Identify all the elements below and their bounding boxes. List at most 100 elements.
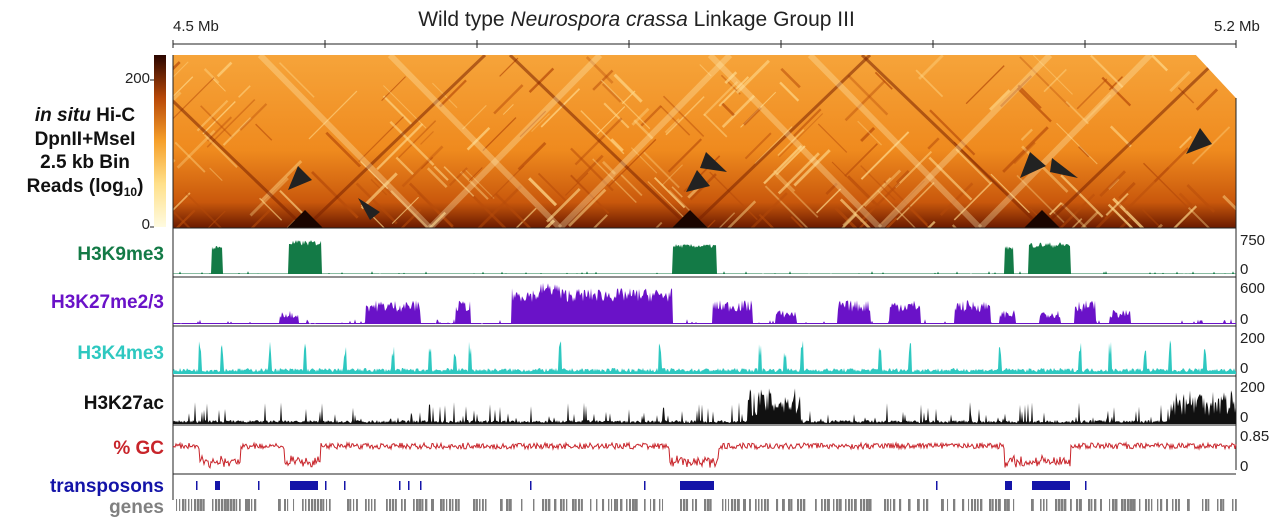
gene-mark xyxy=(554,499,556,511)
transposon-block xyxy=(290,481,318,490)
gene-mark xyxy=(197,499,200,511)
gene-mark xyxy=(347,499,350,511)
gene-mark xyxy=(308,499,310,511)
gene-mark xyxy=(1166,499,1168,511)
gene-mark xyxy=(1151,499,1152,511)
gene-mark xyxy=(419,499,422,511)
gene-mark xyxy=(1094,499,1096,511)
gene-mark xyxy=(224,499,227,511)
gene-mark xyxy=(1100,499,1102,511)
transposon-mark xyxy=(644,481,646,490)
gene-mark xyxy=(230,499,233,511)
gene-mark xyxy=(479,499,480,511)
gene-mark xyxy=(749,499,751,511)
gene-mark xyxy=(485,499,487,511)
gene-mark xyxy=(695,499,697,511)
gene-mark xyxy=(425,499,427,511)
gene-mark xyxy=(455,499,458,511)
gene-mark xyxy=(575,499,577,511)
gene-mark xyxy=(1040,499,1042,511)
gene-mark xyxy=(314,499,316,511)
gene-mark xyxy=(602,499,604,511)
gene-mark xyxy=(221,499,223,511)
gene-mark xyxy=(644,499,646,511)
gene-mark xyxy=(887,499,889,511)
gene-mark xyxy=(452,499,453,511)
gene-mark xyxy=(395,499,397,511)
gene-mark xyxy=(743,499,746,511)
gene-mark xyxy=(980,499,982,511)
gene-mark xyxy=(1202,499,1203,511)
gene-mark xyxy=(728,499,729,511)
gene-mark xyxy=(572,499,575,511)
gene-mark xyxy=(704,499,706,511)
gene-mark xyxy=(869,499,872,511)
gene-mark xyxy=(1175,499,1177,511)
gene-mark xyxy=(803,499,805,511)
gene-mark xyxy=(953,499,955,511)
gene-mark xyxy=(1061,499,1064,511)
gene-mark xyxy=(926,499,928,511)
gene-mark xyxy=(1208,499,1209,511)
gene-mark xyxy=(800,499,802,511)
gene-mark xyxy=(659,499,660,511)
gene-mark xyxy=(386,499,388,511)
gene-mark xyxy=(998,499,1001,511)
gene-mark xyxy=(227,499,229,511)
gene-mark xyxy=(1223,499,1224,511)
gene-mark xyxy=(755,499,757,511)
track-h3k9me3-signal xyxy=(173,240,1236,274)
gene-mark xyxy=(941,499,944,511)
gene-mark xyxy=(509,499,512,511)
track-h3k27ac-signal xyxy=(173,388,1236,424)
gene-mark xyxy=(908,499,911,511)
gene-mark xyxy=(389,499,391,511)
gene-mark xyxy=(590,499,591,511)
gene-mark xyxy=(788,499,791,511)
gene-mark xyxy=(1031,499,1034,511)
gene-mark xyxy=(821,499,823,511)
gene-mark xyxy=(884,499,886,511)
gene-mark xyxy=(482,499,484,511)
gene-mark xyxy=(212,499,213,511)
gene-mark xyxy=(287,499,288,511)
gene-mark xyxy=(440,499,443,511)
gene-mark xyxy=(608,499,609,511)
gene-mark xyxy=(422,499,423,511)
gene-mark xyxy=(1127,499,1130,511)
gene-mark xyxy=(1130,499,1133,511)
gene-mark xyxy=(1070,499,1072,511)
gene-mark xyxy=(1079,499,1082,511)
gene-mark xyxy=(182,499,185,511)
gene-mark xyxy=(305,499,306,511)
gene-mark xyxy=(560,499,562,511)
gene-mark xyxy=(917,499,920,511)
gene-mark xyxy=(767,499,769,511)
gene-mark xyxy=(368,499,370,511)
gene-mark xyxy=(200,499,203,511)
gene-mark xyxy=(185,499,186,511)
gene-mark xyxy=(581,499,583,511)
gene-mark xyxy=(1013,499,1014,511)
gene-mark xyxy=(851,499,853,511)
gene-mark xyxy=(848,499,850,511)
gene-mark xyxy=(1205,499,1208,511)
gene-mark xyxy=(692,499,694,511)
transposon-mark xyxy=(325,481,327,490)
gene-mark xyxy=(218,499,220,511)
gene-mark xyxy=(191,499,192,511)
gene-mark xyxy=(854,499,857,511)
gene-mark xyxy=(629,499,631,511)
gene-mark xyxy=(860,499,862,511)
gene-mark xyxy=(203,499,205,511)
gene-mark xyxy=(962,499,964,511)
gene-mark xyxy=(782,499,785,511)
transposon-block xyxy=(680,481,714,490)
gene-mark xyxy=(545,499,547,511)
gene-mark xyxy=(596,499,597,511)
transposon-mark xyxy=(344,481,346,490)
transposon-mark xyxy=(1085,481,1087,490)
gene-mark xyxy=(245,499,248,511)
gene-mark xyxy=(578,499,580,511)
